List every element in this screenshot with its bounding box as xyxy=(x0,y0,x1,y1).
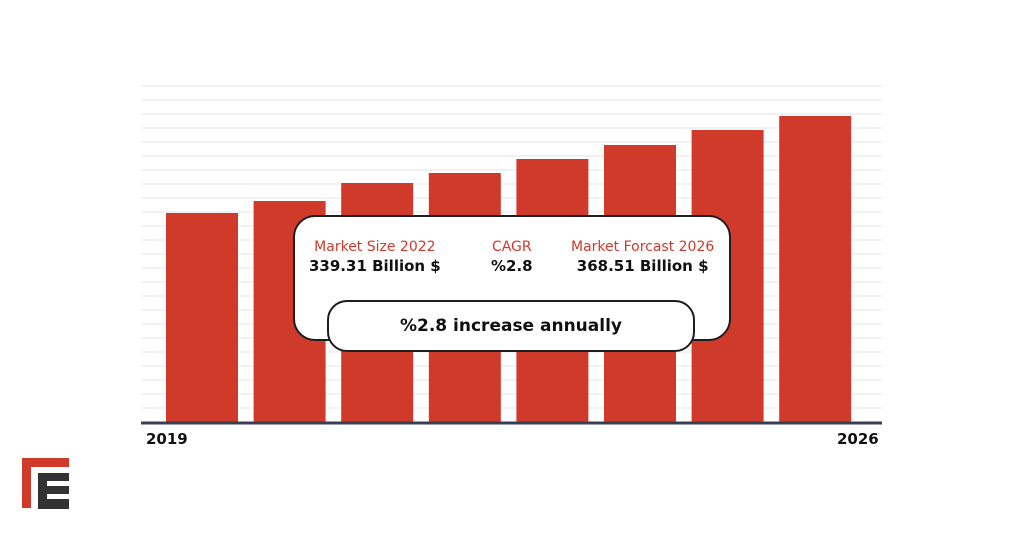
annual-increase-pill: %2.8 increase annually xyxy=(327,300,695,352)
x-tick-label-start: 2019 xyxy=(146,430,188,448)
cagr-label: CAGR xyxy=(491,239,532,255)
cagr-value: %2.8 xyxy=(491,257,533,275)
forecast-stat: Market Forcast 2026 368.51 Billion $ xyxy=(571,239,714,275)
cagr-stat: CAGR %2.8 xyxy=(491,239,533,275)
bar xyxy=(779,116,852,422)
market-size-stat: Market Size 2022 339.31 Billion $ xyxy=(309,239,441,275)
forecast-value: 368.51 Billion $ xyxy=(576,257,709,275)
bar xyxy=(166,213,238,422)
x-tick-label-end: 2026 xyxy=(837,430,879,448)
market-size-label: Market Size 2022 xyxy=(314,239,436,255)
market-size-value: 339.31 Billion $ xyxy=(309,257,441,275)
forecast-label: Market Forcast 2026 xyxy=(571,239,715,255)
brand-f-logo-icon xyxy=(22,458,69,509)
